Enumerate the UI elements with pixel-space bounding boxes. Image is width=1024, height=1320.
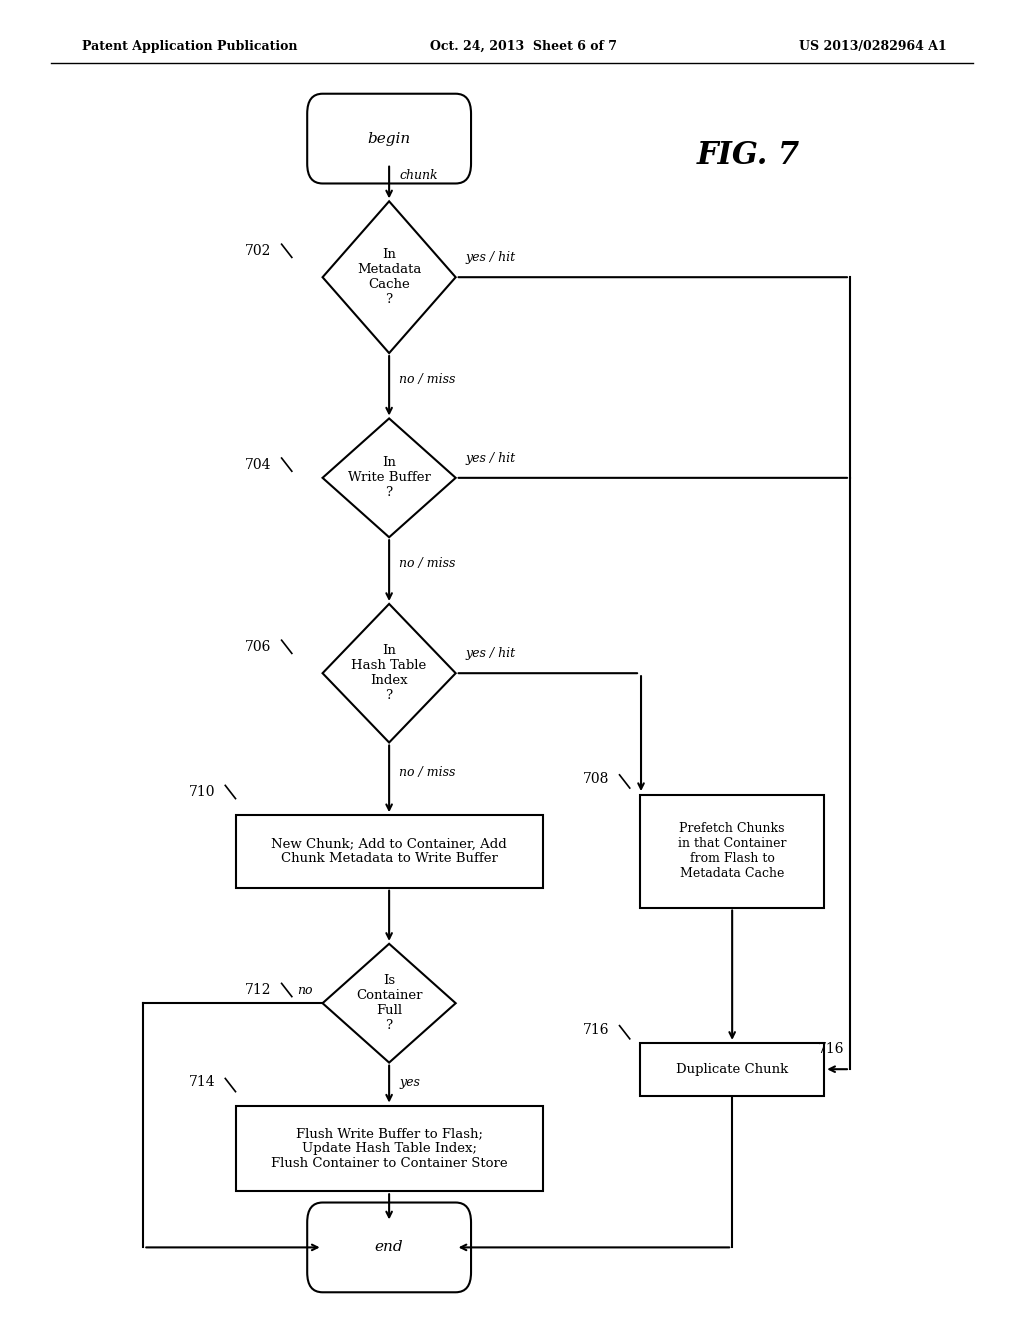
Bar	[640, 795, 824, 908]
Text: end: end	[375, 1241, 403, 1254]
FancyBboxPatch shape	[307, 1203, 471, 1292]
Polygon shape	[323, 605, 456, 742]
Text: In
Write Buffer
?: In Write Buffer ?	[348, 457, 430, 499]
Text: yes / hit: yes / hit	[466, 647, 516, 660]
FancyBboxPatch shape	[307, 94, 471, 183]
Bar	[640, 1043, 824, 1096]
Text: Patent Application Publication: Patent Application Publication	[82, 40, 297, 53]
Text: 702: 702	[245, 244, 271, 257]
Polygon shape	[323, 201, 456, 352]
Text: yes / hit: yes / hit	[466, 451, 516, 465]
Text: 704: 704	[245, 458, 271, 471]
Text: 716: 716	[583, 1023, 609, 1036]
Text: 708: 708	[583, 772, 609, 785]
Bar	[236, 814, 543, 888]
Text: no: no	[297, 983, 312, 997]
Text: yes / hit: yes / hit	[466, 251, 516, 264]
Bar	[236, 1106, 543, 1191]
Polygon shape	[323, 418, 456, 537]
Text: Prefetch Chunks
in that Container
from Flash to
Metadata Cache: Prefetch Chunks in that Container from F…	[678, 822, 786, 880]
Text: 712: 712	[245, 983, 271, 997]
Text: Is
Container
Full
?: Is Container Full ?	[356, 974, 422, 1032]
Text: In
Hash Table
Index
?: In Hash Table Index ?	[351, 644, 427, 702]
Text: 716: 716	[818, 1041, 845, 1056]
Text: US 2013/0282964 A1: US 2013/0282964 A1	[799, 40, 946, 53]
Text: 714: 714	[188, 1076, 215, 1089]
Text: 706: 706	[245, 640, 271, 653]
Text: FIG. 7: FIG. 7	[696, 140, 800, 172]
Text: no / miss: no / miss	[399, 766, 456, 779]
Text: begin: begin	[368, 132, 411, 145]
Text: Duplicate Chunk: Duplicate Chunk	[676, 1063, 788, 1076]
Text: In
Metadata
Cache
?: In Metadata Cache ?	[357, 248, 421, 306]
Text: 710: 710	[188, 785, 215, 799]
Text: Oct. 24, 2013  Sheet 6 of 7: Oct. 24, 2013 Sheet 6 of 7	[430, 40, 617, 53]
Text: New Chunk; Add to Container, Add
Chunk Metadata to Write Buffer: New Chunk; Add to Container, Add Chunk M…	[271, 837, 507, 866]
Polygon shape	[323, 944, 456, 1063]
Text: chunk: chunk	[399, 169, 438, 182]
Text: no / miss: no / miss	[399, 372, 456, 385]
Text: no / miss: no / miss	[399, 557, 456, 570]
Text: Flush Write Buffer to Flash;
Update Hash Table Index;
Flush Container to Contain: Flush Write Buffer to Flash; Update Hash…	[270, 1127, 508, 1170]
Text: yes: yes	[399, 1076, 420, 1089]
